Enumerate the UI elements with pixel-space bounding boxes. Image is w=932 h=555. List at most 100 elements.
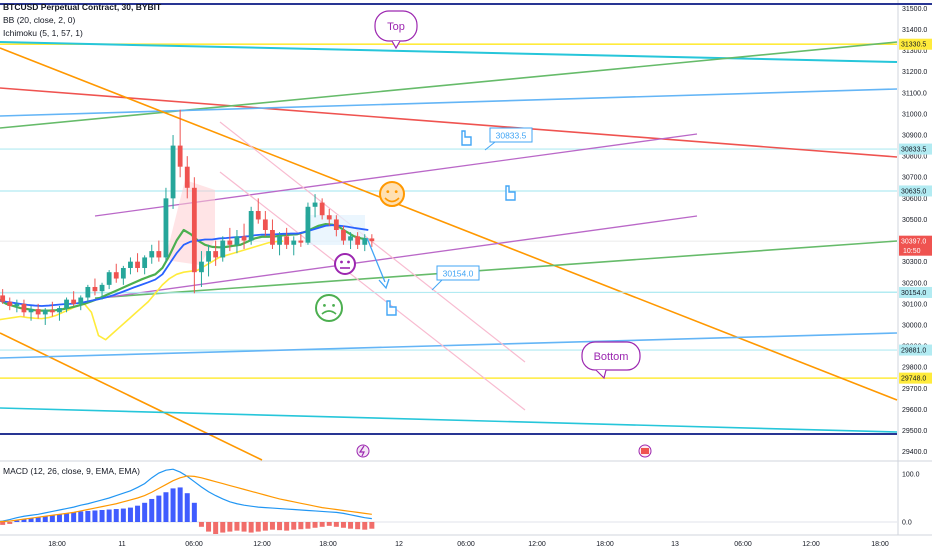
candle-body <box>227 240 233 245</box>
candle-body <box>142 257 148 268</box>
candle-body <box>7 301 13 306</box>
macd-histogram-bar <box>340 522 346 528</box>
candle <box>341 225 346 245</box>
happy-face-icon <box>379 181 405 207</box>
candle <box>220 236 226 262</box>
sad-face-icon-eye <box>323 304 326 307</box>
y-tick-label: 30600.0 <box>902 196 927 203</box>
trend-line <box>94 215 698 300</box>
trend-line <box>0 332 898 359</box>
callout-high-leader <box>484 141 496 151</box>
trend-line <box>94 240 898 299</box>
hand-pointer-icon <box>505 185 516 201</box>
price-label-bg <box>899 235 932 256</box>
candle-body <box>220 240 226 258</box>
bottom-callout <box>581 341 641 371</box>
lagging-span-line <box>0 240 284 341</box>
top-callout-tail <box>391 40 401 50</box>
trend-line <box>0 332 263 461</box>
candle <box>35 303 41 319</box>
candle <box>184 156 190 199</box>
candle-body <box>341 230 346 241</box>
bottom-callout-tail <box>595 369 607 380</box>
candle-body <box>262 219 268 230</box>
candle-body <box>21 303 27 313</box>
price-label: 31330.5 <box>901 42 926 49</box>
candle <box>7 297 13 311</box>
candle <box>49 301 55 317</box>
candle-body <box>284 236 290 245</box>
y-tick-label: 29700.0 <box>902 386 927 393</box>
candle <box>0 289 6 304</box>
candle-body <box>128 261 133 268</box>
candle <box>369 234 375 247</box>
candle-body <box>120 267 126 279</box>
candle-body <box>177 145 183 167</box>
lightning-bolt-icon <box>358 445 365 457</box>
macd-histogram-bar <box>177 487 183 522</box>
candle-body <box>28 309 34 313</box>
candle <box>227 227 233 252</box>
macd-histogram-bar <box>198 522 204 527</box>
candle-body <box>106 272 112 285</box>
candle <box>248 206 254 245</box>
candle <box>284 227 290 249</box>
candle <box>255 198 261 224</box>
candle-body <box>85 286 91 298</box>
macd-histogram-bar <box>71 512 77 522</box>
x-tick-label: 06:00 <box>185 541 203 548</box>
x-tick-label: 18:00 <box>319 541 337 548</box>
macd-histogram-bar <box>213 522 219 534</box>
candle-body <box>14 303 20 306</box>
macd-histogram-bar <box>305 522 311 529</box>
x-tick-label: 18:00 <box>871 541 889 548</box>
candle-body <box>248 211 254 241</box>
happy-face-icon-outline <box>379 181 405 207</box>
symbol-legend[interactable]: BTCUSD Perpetual Contract, 30, BYBIT <box>3 2 162 12</box>
y-tick-label: 29800.0 <box>902 365 927 372</box>
candle-body <box>156 251 162 258</box>
candle-body <box>184 166 190 188</box>
macd-histogram-bar <box>99 510 105 522</box>
sad-face-icon-mouth <box>321 310 337 315</box>
candle <box>64 297 69 313</box>
macd-histogram-bar <box>269 522 275 530</box>
sad-face-icon <box>315 294 343 322</box>
candle-body <box>333 219 339 230</box>
candle-body <box>113 272 119 279</box>
x-tick-label: 06:00 <box>734 541 752 548</box>
neutral-face-icon <box>334 253 356 275</box>
macd-legend[interactable]: MACD (12, 26, close, 9, EMA, EMA) <box>3 466 140 476</box>
macd-histogram-bar <box>206 522 212 532</box>
macd-histogram-bar <box>312 522 318 528</box>
y-tick-label: 30100.0 <box>902 301 927 308</box>
arrow-line <box>366 237 386 283</box>
y-tick-label: 30200.0 <box>902 280 927 287</box>
trend-line <box>0 87 898 158</box>
candle-body <box>92 286 98 292</box>
candle <box>234 230 240 254</box>
x-tick-label: 12:00 <box>528 541 546 548</box>
candle <box>312 194 318 218</box>
bb-legend[interactable]: BB (20, close, 2, 0) <box>3 15 76 25</box>
candle <box>149 244 155 264</box>
macd-histogram-bar <box>78 511 84 522</box>
candle-body <box>298 240 304 243</box>
x-tick-label: 18:00 <box>48 541 66 548</box>
candle <box>170 135 176 209</box>
macd-histogram-bar <box>0 522 6 525</box>
candle-body <box>42 310 48 315</box>
ichimoku-legend[interactable]: Ichimoku (5, 1, 57, 1) <box>3 28 83 38</box>
macd-histogram-bar <box>319 522 325 527</box>
price-label-bg <box>899 38 932 50</box>
macd-histogram-bar <box>248 522 254 533</box>
candle <box>298 234 304 247</box>
candle-body <box>0 295 6 302</box>
macd-histogram-bar <box>142 502 148 522</box>
neutral-face-icon-outline <box>334 253 356 275</box>
macd-histogram-bar <box>7 522 13 524</box>
top-callout-text: Top <box>387 21 405 33</box>
candle-body <box>99 284 105 292</box>
candle <box>362 234 368 252</box>
